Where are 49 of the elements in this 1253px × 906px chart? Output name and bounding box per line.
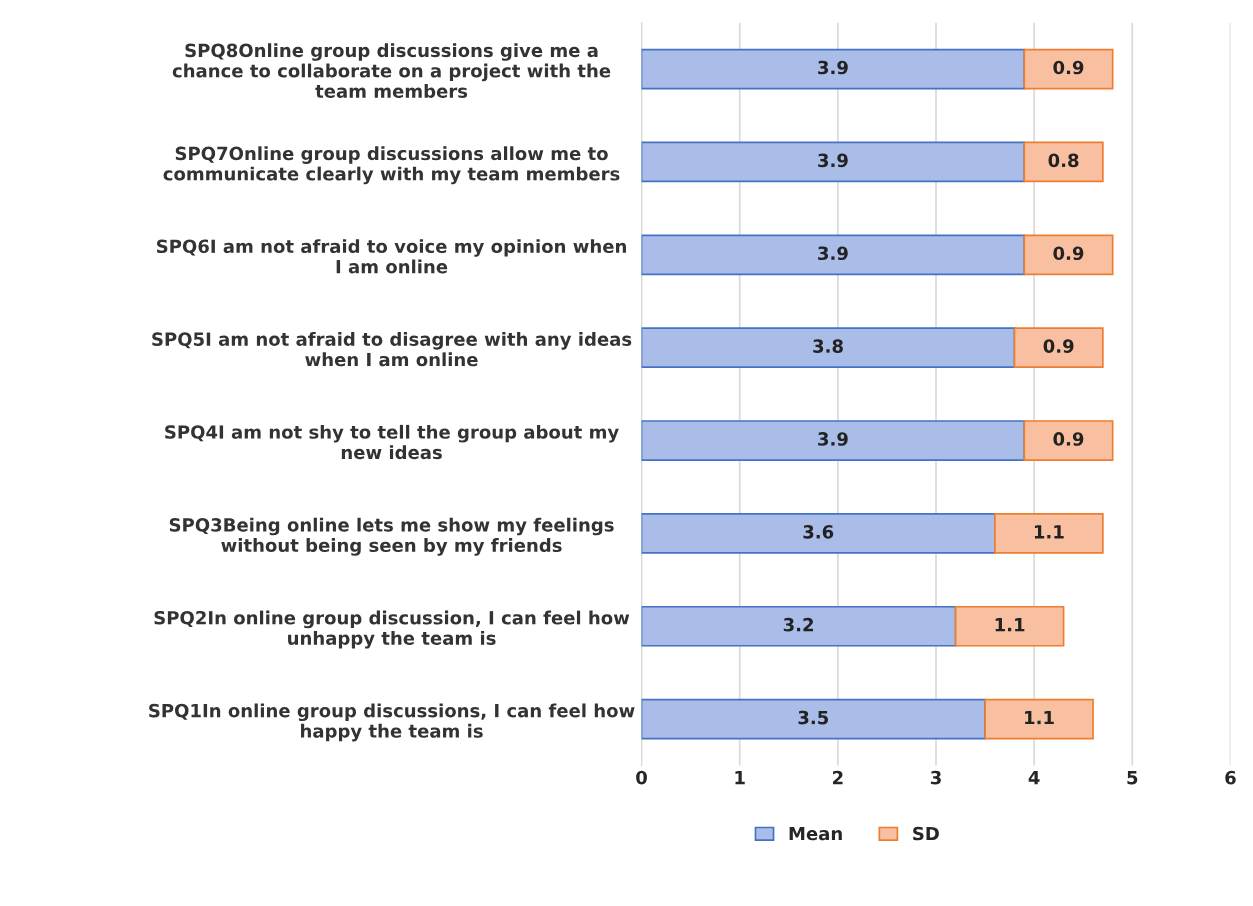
x-tick-label: 1 bbox=[735, 770, 745, 785]
bar bbox=[984, 698, 1094, 740]
x-tick-label: 2 bbox=[832, 770, 843, 785]
y-tick-label: SPQ3Being online lets me show my feelings without being seen by my friends bbox=[169, 517, 614, 556]
legend-label: SD bbox=[913, 826, 939, 841]
bar bbox=[954, 605, 1065, 647]
bar bbox=[641, 513, 996, 554]
legend-label: Mean bbox=[789, 826, 842, 841]
bar bbox=[994, 513, 1104, 554]
bar bbox=[641, 420, 1026, 461]
bar bbox=[641, 327, 1016, 369]
data-label: 1.1 bbox=[995, 618, 1025, 632]
y-tick-label: SPQ1In online group discussions, I can feel how happy the team is bbox=[149, 703, 635, 742]
data-label: 1.1 bbox=[1025, 710, 1054, 725]
y-tick-label: SPQ2In online group discussion, I can feel how unhappy the team is bbox=[154, 610, 630, 649]
y-tick-label: SPQ7Online group discussions allow me to communicate clearly with my team members bbox=[163, 146, 620, 185]
bar bbox=[1013, 327, 1104, 369]
bar bbox=[641, 141, 1026, 183]
data-label: 0.9 bbox=[1043, 339, 1074, 353]
data-label: 3.6 bbox=[803, 524, 834, 539]
data-label: 3.9 bbox=[818, 432, 848, 446]
data-label: 1.1 bbox=[1034, 525, 1064, 539]
bar bbox=[641, 48, 1026, 90]
bar bbox=[1023, 141, 1104, 183]
bar bbox=[1023, 420, 1114, 461]
x-tick-label: 6 bbox=[1225, 770, 1236, 785]
data-label: 0.8 bbox=[1048, 153, 1079, 168]
y-tick-label: SPQ8Online group discussions give me a chance to collaborate on a project with the team members bbox=[172, 43, 611, 98]
bar bbox=[641, 698, 986, 740]
data-label: 0.9 bbox=[1053, 60, 1084, 75]
y-tick-label: SPQ6I am not afraid to voice my opinion when I am online bbox=[157, 239, 626, 274]
data-label: 3.9 bbox=[818, 246, 848, 261]
data-label: 0.9 bbox=[1053, 432, 1084, 446]
data-label: 3.9 bbox=[818, 60, 848, 75]
y-tick-label: SPQ4I am not shy to tell the group about my new ideas bbox=[165, 424, 619, 460]
x-tick-label: 4 bbox=[1028, 770, 1040, 785]
bar bbox=[1023, 234, 1114, 276]
x-tick-label: 5 bbox=[1127, 770, 1138, 785]
x-tick-label: 3 bbox=[930, 770, 941, 785]
bar bbox=[641, 605, 957, 647]
y-tick-label: SPQ5I am not afraid to disagree with any ideas when I am online bbox=[152, 332, 632, 367]
data-label: 0.9 bbox=[1053, 246, 1084, 261]
data-label: 3.2 bbox=[783, 617, 813, 632]
data-label: 3.8 bbox=[813, 339, 843, 353]
bar bbox=[1023, 48, 1114, 90]
bar bbox=[641, 234, 1026, 276]
data-label: 3.5 bbox=[798, 710, 829, 725]
x-tick-label: 0 bbox=[636, 770, 647, 785]
data-label: 3.9 bbox=[818, 153, 848, 168]
